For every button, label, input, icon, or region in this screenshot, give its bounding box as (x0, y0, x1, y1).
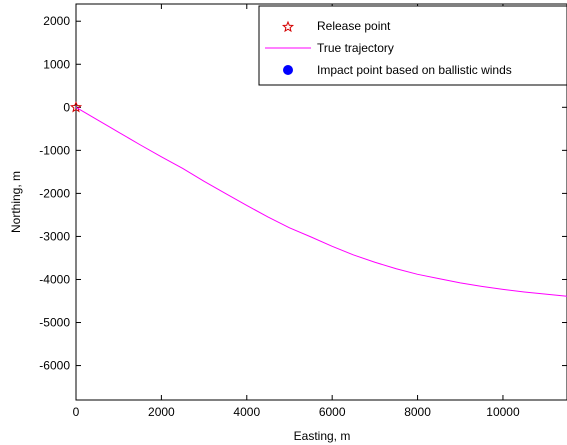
release-point-marker (69, 100, 83, 113)
x-axis-label: Easting, m (294, 429, 351, 443)
x-axis-ticks: 0 2000 4000 6000 8000 10000 (73, 4, 520, 419)
legend-entry-release-point: Release point (281, 19, 391, 33)
y-axis-ticks: 2000 1000 0 -1000 -2000 -3000 -4000 -5000 -6000 (39, 14, 567, 373)
x-tick-label: 2000 (148, 405, 175, 419)
y-tick-label: 1000 (43, 57, 70, 71)
legend-entry-true-trajectory: True trajectory (265, 41, 394, 55)
y-tick-label: -2000 (39, 186, 70, 200)
y-tick-label: 2000 (43, 14, 70, 28)
legend-label-true-trajectory: True trajectory (317, 41, 394, 55)
x-tick-label: 6000 (319, 405, 346, 419)
true-trajectory-line (75, 106, 567, 297)
legend-entry-impact-point: Impact point based on ballistic winds (283, 63, 512, 77)
star-icon (281, 20, 295, 33)
x-tick-label: 0 (73, 405, 80, 419)
y-tick-label: -5000 (39, 316, 70, 330)
legend-label-impact-point: Impact point based on ballistic winds (317, 63, 512, 77)
y-tick-label: -4000 (39, 272, 70, 286)
x-tick-label: 8000 (404, 405, 431, 419)
y-tick-label: 0 (63, 100, 70, 114)
y-axis-label: Northing, m (9, 171, 23, 233)
series-layer (69, 100, 567, 297)
legend: Release point True trajectory Impact poi… (258, 5, 567, 86)
circle-marker-icon (283, 65, 293, 75)
y-tick-label: -3000 (39, 229, 70, 243)
x-tick-label: 10000 (486, 405, 520, 419)
legend-label-release-point: Release point (317, 19, 391, 33)
y-tick-label: -6000 (39, 359, 70, 373)
x-tick-label: 4000 (233, 405, 260, 419)
legend-box (258, 5, 567, 86)
y-tick-label: -1000 (39, 143, 70, 157)
